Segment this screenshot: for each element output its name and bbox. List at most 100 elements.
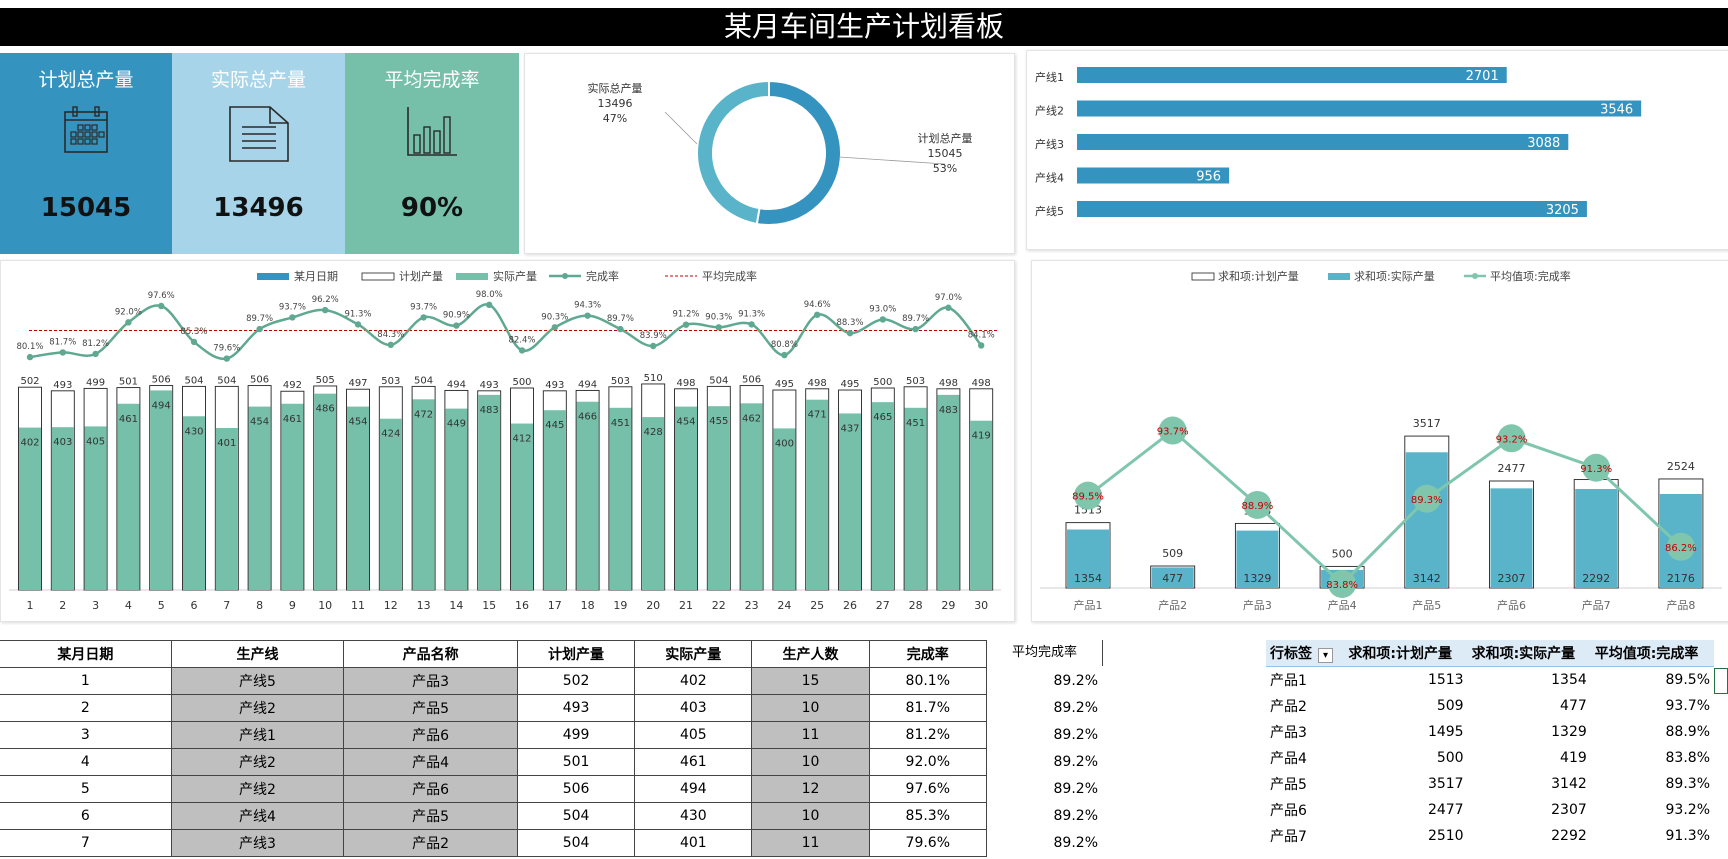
pivot-cell[interactable]: 93.2% (1665, 802, 1710, 818)
pivot-cell[interactable]: 500 (1436, 750, 1464, 766)
table-cell[interactable]: 97.6% (868, 775, 988, 803)
table-cell[interactable]: 产线5 (170, 667, 345, 695)
avg-rate-cell[interactable]: 89.2% (1053, 754, 1098, 770)
table-cell[interactable]: 502 (516, 667, 636, 695)
table-cell[interactable]: 461 (634, 748, 753, 776)
x-tick-label: 8 (256, 599, 263, 612)
pivot-cell[interactable]: 产品2 (1270, 699, 1307, 715)
table-cell[interactable]: 401 (634, 829, 753, 857)
table-cell[interactable]: 产品6 (343, 775, 518, 803)
pivot-cell[interactable]: 88.9% (1665, 724, 1710, 740)
table-cell[interactable]: 产线3 (170, 829, 345, 857)
pivot-cell[interactable]: 89.3% (1665, 776, 1710, 792)
table-cell[interactable]: 10 (751, 802, 870, 830)
table-cell[interactable]: 81.2% (868, 721, 988, 749)
pivot-cell[interactable]: 509 (1436, 698, 1464, 714)
table-cell[interactable]: 15 (751, 667, 870, 695)
table-header-cell: 计划产量 (516, 640, 636, 668)
table-cell[interactable]: 7 (0, 829, 172, 857)
pivot-cell[interactable]: 3142 (1551, 776, 1587, 792)
table-cell[interactable]: 10 (751, 748, 870, 776)
actual-bar (576, 401, 599, 590)
avg-rate-cell[interactable]: 89.2% (1053, 727, 1098, 743)
table-cell[interactable]: 499 (516, 721, 636, 749)
table-cell[interactable]: 4 (0, 748, 172, 776)
pivot-cell[interactable]: 产品3 (1270, 725, 1307, 741)
selected-cell[interactable] (1714, 668, 1728, 694)
table-cell[interactable]: 402 (634, 667, 753, 695)
table-cell[interactable]: 产品6 (343, 721, 518, 749)
table-cell[interactable]: 2 (0, 694, 172, 722)
pivot-header-cell[interactable]: 行标签 ▾ (1266, 640, 1345, 667)
table-cell[interactable]: 产线4 (170, 802, 345, 830)
pivot-cell[interactable]: 1513 (1427, 672, 1464, 688)
rate-value-label: 89.7% (607, 314, 634, 324)
avg-rate-cell[interactable]: 89.2% (1053, 835, 1098, 851)
pivot-cell[interactable]: 2510 (1427, 828, 1464, 844)
rate-value-label: 79.6% (213, 344, 240, 354)
table-cell[interactable]: 81.7% (868, 694, 988, 722)
table-cell[interactable]: 产品5 (343, 694, 518, 722)
pivot-cell[interactable]: 产品5 (1270, 777, 1307, 793)
rate-point (420, 314, 427, 321)
pivot-cell[interactable]: 产品6 (1270, 803, 1307, 819)
pivot-cell[interactable]: 1495 (1427, 724, 1464, 740)
table-row: 5 产线2 产品6 506 494 12 97.6% (0, 775, 988, 803)
rate-point (354, 321, 362, 328)
pivot-cell[interactable]: 419 (1560, 750, 1587, 766)
table-cell[interactable]: 493 (516, 694, 636, 722)
table-header-cell: 某月日期 (0, 640, 172, 668)
pivot-cell[interactable]: 477 (1560, 698, 1587, 714)
table-cell[interactable]: 504 (516, 802, 636, 830)
pivot-cell[interactable]: 1329 (1551, 724, 1587, 740)
pivot-cell[interactable]: 2292 (1551, 828, 1587, 844)
table-cell[interactable]: 430 (634, 802, 753, 830)
table-cell[interactable]: 产品2 (343, 829, 518, 857)
pivot-cell[interactable]: 1354 (1551, 672, 1587, 688)
pivot-cell[interactable]: 93.7% (1665, 698, 1710, 714)
plan-value-label: 2477 (1498, 462, 1526, 475)
table-cell[interactable]: 1 (0, 667, 172, 695)
actual-bar (215, 427, 238, 590)
avg-rate-cell[interactable]: 89.2% (1053, 808, 1098, 824)
pivot-cell[interactable]: 83.8% (1665, 750, 1710, 766)
table-cell[interactable]: 产品4 (343, 748, 518, 776)
table-cell[interactable]: 5 (0, 775, 172, 803)
pivot-cell[interactable]: 2307 (1551, 802, 1587, 818)
table-cell[interactable]: 79.6% (868, 829, 988, 857)
pivot-cell[interactable]: 2477 (1427, 802, 1464, 818)
table-cell[interactable]: 11 (751, 829, 870, 857)
rate-value-label: 80.8% (771, 340, 798, 350)
table-cell[interactable]: 12 (751, 775, 870, 803)
table-cell[interactable]: 产线1 (170, 721, 345, 749)
table-cell[interactable]: 403 (634, 694, 753, 722)
avg-rate-cell[interactable]: 89.2% (1053, 673, 1098, 689)
table-cell[interactable]: 11 (751, 721, 870, 749)
table-cell[interactable]: 506 (516, 775, 636, 803)
table-cell[interactable]: 80.1% (868, 667, 988, 695)
table-cell[interactable]: 494 (634, 775, 753, 803)
table-cell[interactable]: 92.0% (868, 748, 988, 776)
avg-rate-cell[interactable]: 89.2% (1053, 700, 1098, 716)
pivot-cell[interactable]: 89.5% (1665, 672, 1710, 688)
pivot-cell[interactable]: 产品7 (1270, 829, 1307, 845)
table-cell[interactable]: 501 (516, 748, 636, 776)
table-cell[interactable]: 产线2 (170, 748, 345, 776)
table-cell[interactable]: 504 (516, 829, 636, 857)
pivot-cell[interactable]: 91.3% (1665, 828, 1710, 844)
avg-rate-cell[interactable]: 89.2% (1053, 781, 1098, 797)
table-cell[interactable]: 产品3 (343, 667, 518, 695)
pivot-cell[interactable]: 3517 (1427, 776, 1464, 792)
table-cell[interactable]: 产线2 (170, 775, 345, 803)
pivot-cell[interactable]: 产品4 (1270, 751, 1307, 767)
table-cell[interactable]: 3 (0, 721, 172, 749)
table-cell[interactable]: 405 (634, 721, 753, 749)
table-cell[interactable]: 产线2 (170, 694, 345, 722)
table-cell[interactable]: 6 (0, 802, 172, 830)
pivot-cell[interactable]: 产品1 (1270, 673, 1307, 689)
table-cell[interactable]: 85.3% (868, 802, 988, 830)
filter-dropdown-icon[interactable]: ▾ (1318, 648, 1333, 663)
pivot-row: 产品5 3517 3142 89.3% (1266, 771, 1714, 797)
table-cell[interactable]: 10 (751, 694, 870, 722)
table-cell[interactable]: 产品5 (343, 802, 518, 830)
